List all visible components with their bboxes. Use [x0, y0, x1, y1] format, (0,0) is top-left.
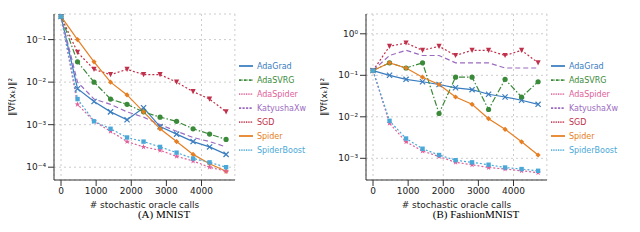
svg-text:1000: 1000 — [85, 186, 108, 196]
html-text:(A) MNIST: (A) MNIST — [137, 208, 191, 220]
svg-text:0: 0 — [370, 186, 376, 196]
html-text:AdaSpider: AdaSpider — [568, 89, 610, 99]
html-text:Spider: Spider — [568, 131, 595, 141]
html-text:(B) FashionMNIST: (B) FashionMNIST — [432, 208, 520, 220]
svg-text:‖∇f(xₖ)‖²: ‖∇f(xₖ)‖² — [8, 78, 17, 116]
svg-text:3000: 3000 — [467, 186, 490, 196]
html-text:AdaSVRG: AdaSVRG — [568, 75, 607, 85]
svg-text:10⁻³: 10⁻³ — [338, 153, 358, 163]
svg-text:3000: 3000 — [155, 186, 178, 196]
html-text:AdaSpider: AdaSpider — [256, 89, 298, 99]
svg-text:2000: 2000 — [120, 186, 143, 196]
html-text:SpiderBoost: SpiderBoost — [568, 145, 618, 155]
html-text:AdaSVRG: AdaSVRG — [256, 75, 295, 85]
svg-text:2000: 2000 — [432, 186, 455, 196]
html-text:AdaGrad: AdaGrad — [256, 61, 292, 71]
svg-text:10⁻¹: 10⁻¹ — [26, 35, 46, 45]
html-text:KatyushaXw: KatyushaXw — [256, 103, 306, 113]
svg-text:10⁻²: 10⁻² — [26, 77, 46, 87]
svg-text:4000: 4000 — [502, 186, 525, 196]
svg-text:0: 0 — [58, 186, 64, 196]
svg-text:# stochastic oracle calls: # stochastic oracle calls — [402, 200, 512, 208]
svg-text:4000: 4000 — [190, 186, 213, 196]
svg-text:1000: 1000 — [397, 186, 420, 196]
html-text:SGD: SGD — [256, 117, 275, 127]
svg-text:10⁻¹: 10⁻¹ — [338, 70, 358, 80]
svg-text:10⁻³: 10⁻³ — [26, 120, 46, 130]
svg-text:10⁻⁴: 10⁻⁴ — [26, 162, 46, 172]
html-text:AdaGrad: AdaGrad — [568, 61, 604, 71]
html-text:KatyushaXw: KatyushaXw — [568, 103, 618, 113]
svg-text:‖∇f(xₖ)‖²: ‖∇f(xₖ)‖² — [320, 78, 329, 116]
html-text:Spider: Spider — [256, 131, 283, 141]
svg-text:# stochastic oracle calls: # stochastic oracle calls — [90, 200, 200, 208]
svg-text:10⁰: 10⁰ — [343, 29, 358, 39]
html-text:SpiderBoost: SpiderBoost — [256, 145, 306, 155]
svg-text:10⁻²: 10⁻² — [338, 112, 358, 122]
html-text:SGD: SGD — [568, 117, 587, 127]
